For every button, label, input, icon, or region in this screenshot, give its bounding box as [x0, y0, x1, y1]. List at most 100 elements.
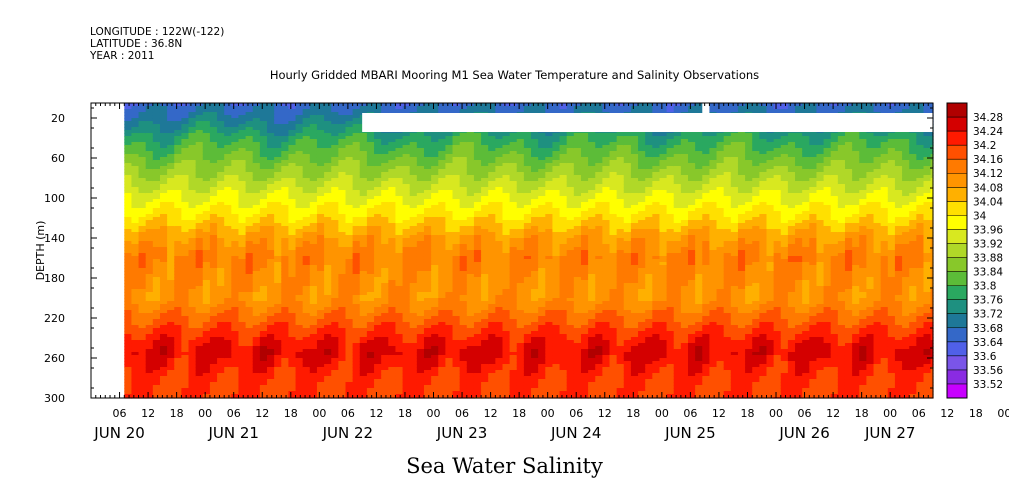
contour-cell [381, 331, 389, 335]
contour-cell [152, 346, 161, 350]
contour-cell [224, 124, 232, 128]
contour-cell [174, 298, 182, 302]
contour-cell [281, 196, 290, 200]
contour-cell [195, 250, 204, 254]
contour-cell [309, 295, 318, 299]
contour-cell [331, 361, 339, 365]
contour-cell [159, 256, 168, 260]
contour-cell [309, 394, 318, 398]
contour-cell [402, 142, 411, 146]
contour-cell [124, 337, 133, 341]
contour-cell [452, 289, 461, 293]
contour-cell [217, 292, 225, 296]
contour-cell [202, 181, 211, 185]
contour-cell [159, 361, 168, 365]
contour-cell [374, 250, 382, 254]
contour-cell [231, 142, 240, 146]
contour-cell [217, 202, 225, 206]
contour-cell [181, 220, 190, 224]
contour-cell [345, 331, 354, 335]
contour-cell [259, 394, 268, 398]
contour-cell [381, 286, 389, 290]
contour-cell [245, 298, 254, 302]
contour-cell [217, 301, 225, 305]
contour-cell [288, 127, 297, 131]
contour-cell [466, 322, 475, 326]
contour-cell [131, 244, 140, 248]
contour-cell [316, 250, 325, 254]
contour-cell [395, 199, 404, 203]
contour-cell [124, 289, 133, 293]
contour-cell [217, 331, 225, 335]
contour-cell [231, 235, 240, 239]
contour-cell [245, 196, 254, 200]
contour-cell [295, 250, 304, 254]
contour-cell [302, 202, 311, 206]
contour-cell [374, 169, 382, 173]
contour-cell [188, 118, 197, 122]
contour-cell [152, 259, 161, 263]
contour-cell [238, 250, 247, 254]
contour-cell [302, 226, 311, 230]
contour-cell [188, 286, 197, 290]
contour-cell [231, 115, 240, 119]
contour-cell [267, 340, 275, 344]
contour-cell [245, 292, 254, 296]
contour-cell [224, 289, 232, 293]
contour-cell [217, 178, 225, 182]
contour-cell [274, 262, 282, 266]
contour-cell [345, 259, 354, 263]
contour-cell [188, 394, 197, 398]
contour-cell [295, 172, 304, 176]
contour-cell [288, 268, 297, 272]
contour-cell [416, 376, 425, 380]
contour-cell [331, 340, 339, 344]
contour-cell [238, 280, 247, 284]
contour-cell [324, 322, 332, 326]
contour-cell [374, 139, 382, 143]
contour-cell [409, 289, 418, 293]
contour-cell [259, 295, 268, 299]
contour-cell [124, 133, 133, 137]
contour-cell [381, 274, 389, 278]
contour-cell [324, 208, 332, 212]
contour-cell [202, 304, 211, 308]
contour-cell [423, 211, 432, 215]
contour-cell [152, 367, 161, 371]
contour-cell [338, 352, 347, 356]
contour-cell [366, 208, 375, 212]
contour-cell [131, 376, 140, 380]
contour-cell [288, 385, 297, 389]
contour-cell [238, 145, 247, 149]
contour-cell [416, 262, 425, 266]
contour-cell [466, 316, 475, 320]
contour-cell [316, 382, 325, 386]
contour-cell [388, 373, 397, 377]
contour-cell [259, 127, 268, 131]
contour-cell [366, 307, 375, 311]
contour-cell [167, 115, 175, 119]
contour-cell [409, 310, 418, 314]
contour-cell [167, 241, 175, 245]
contour-cell [402, 379, 411, 383]
contour-cell [124, 286, 133, 290]
contour-cell [124, 130, 133, 134]
contour-cell [331, 331, 339, 335]
contour-cell [259, 370, 268, 374]
contour-cell [445, 172, 454, 176]
contour-cell [209, 148, 218, 152]
contour-cell [252, 154, 261, 158]
contour-cell [366, 394, 375, 398]
contour-cell [131, 190, 140, 194]
contour-cell [388, 235, 397, 239]
contour-cell [459, 250, 468, 254]
contour-cell [145, 316, 154, 320]
contour-cell [238, 205, 247, 209]
contour-cell [388, 367, 397, 371]
contour-cell [445, 340, 454, 344]
contour-cell [466, 199, 475, 203]
contour-cell [281, 334, 290, 338]
contour-cell [452, 325, 461, 329]
contour-cell [431, 385, 439, 389]
contour-cell [245, 142, 254, 146]
